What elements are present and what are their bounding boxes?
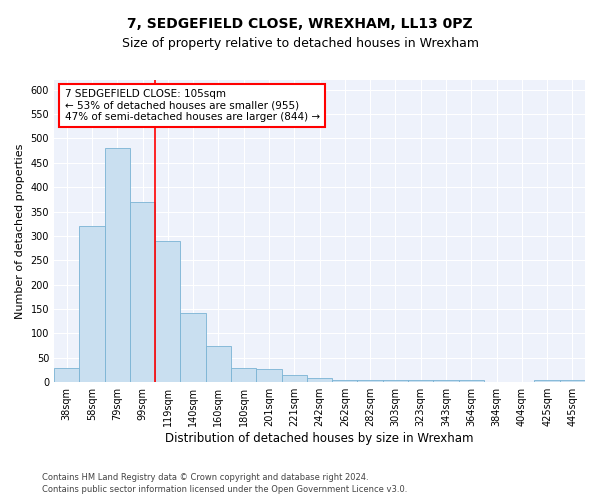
Bar [281,375,307,382]
Bar [206,346,231,382]
Bar [155,241,181,382]
Text: Contains HM Land Registry data © Crown copyright and database right 2024.: Contains HM Land Registry data © Crown c… [42,472,368,482]
Text: 7 SEDGEFIELD CLOSE: 105sqm
← 53% of detached houses are smaller (955)
47% of sem: 7 SEDGEFIELD CLOSE: 105sqm ← 53% of deta… [65,89,320,122]
Bar [358,380,383,382]
X-axis label: Distribution of detached houses by size in Wrexham: Distribution of detached houses by size … [165,432,474,445]
Bar [458,380,484,382]
Bar [408,380,433,382]
Bar [256,369,281,382]
Bar [433,380,458,382]
Bar [332,380,358,382]
Text: 7, SEDGEFIELD CLOSE, WREXHAM, LL13 0PZ: 7, SEDGEFIELD CLOSE, WREXHAM, LL13 0PZ [127,18,473,32]
Bar [130,202,155,382]
Bar [560,380,585,382]
Text: Contains public sector information licensed under the Open Government Licence v3: Contains public sector information licen… [42,485,407,494]
Bar [383,380,408,382]
Bar [79,226,104,382]
Bar [104,148,130,382]
Bar [181,312,206,382]
Bar [535,380,560,382]
Bar [307,378,332,382]
Bar [231,368,256,382]
Bar [54,368,79,382]
Y-axis label: Number of detached properties: Number of detached properties [15,144,25,319]
Text: Size of property relative to detached houses in Wrexham: Size of property relative to detached ho… [121,38,479,51]
